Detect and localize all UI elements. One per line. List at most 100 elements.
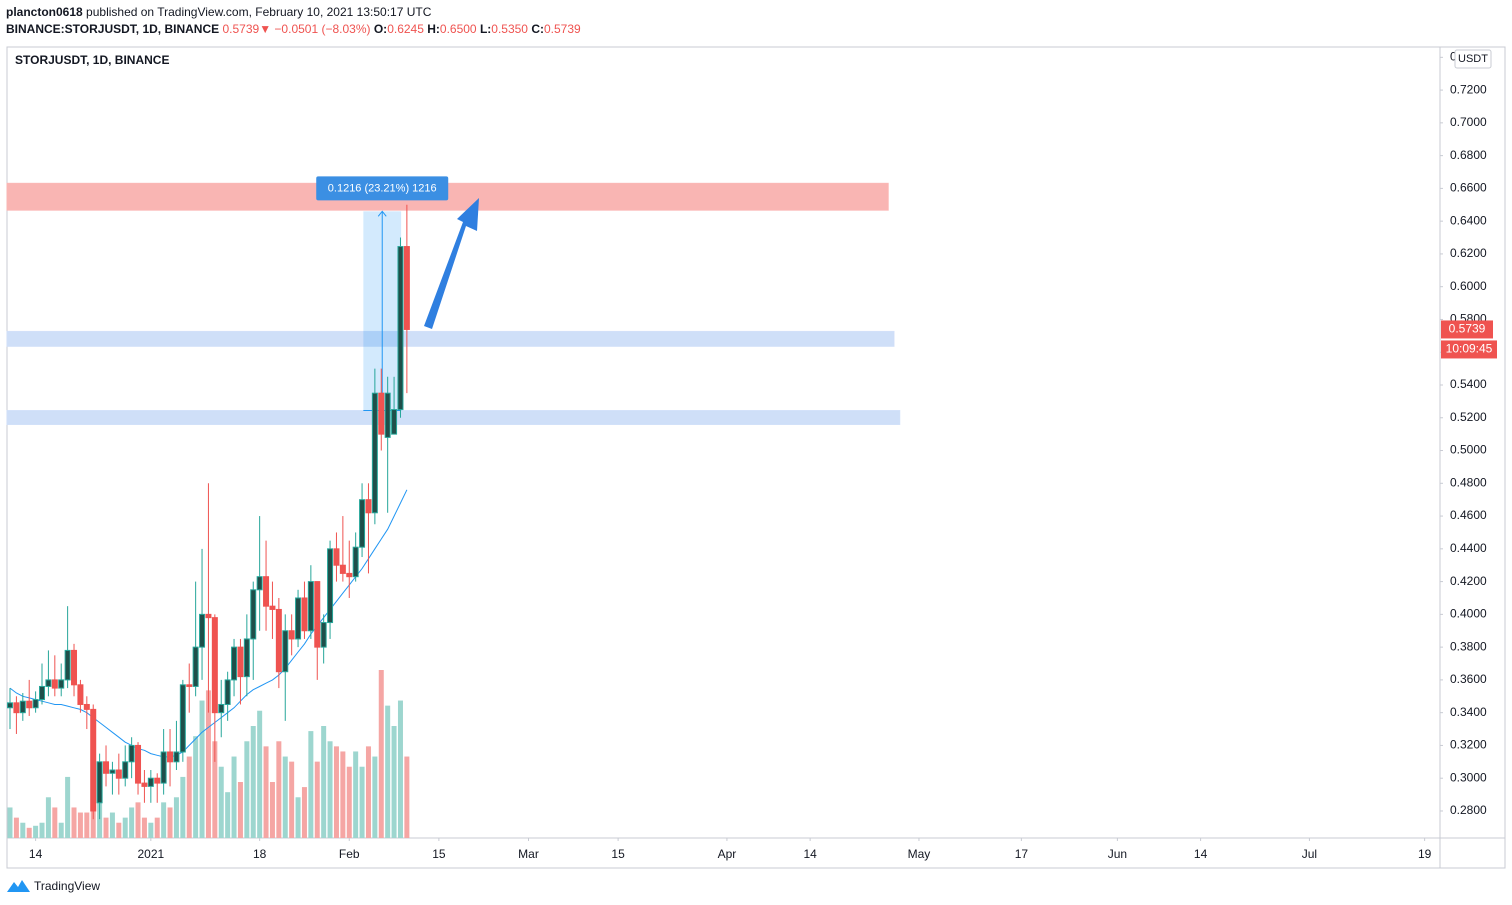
volume-bar xyxy=(346,766,352,838)
volume-bar xyxy=(65,776,71,838)
candle-body xyxy=(301,597,308,632)
volume-bar xyxy=(193,736,199,838)
volume-bar xyxy=(173,797,179,838)
candle-body xyxy=(64,649,71,681)
candle-body xyxy=(7,702,14,709)
x-tick-label: 15 xyxy=(611,847,625,861)
moving-average xyxy=(9,489,408,758)
candle-body xyxy=(147,777,154,787)
publish-line: plancton0618 published on TradingView.co… xyxy=(6,4,581,21)
candle-body xyxy=(32,699,39,709)
y-tick-label: 0.5200 xyxy=(1450,410,1487,424)
candle-body xyxy=(122,761,129,779)
currency-box xyxy=(1454,49,1492,69)
logo-icon xyxy=(7,880,30,892)
candle-body xyxy=(103,761,110,774)
volume-bar xyxy=(391,726,397,838)
volume-bar xyxy=(71,807,77,838)
ohlc-value: 0.5739 xyxy=(544,22,581,36)
author: plancton0618 xyxy=(6,5,83,19)
candle-body xyxy=(346,572,353,578)
candle-body xyxy=(391,409,398,435)
candle-body xyxy=(339,564,346,574)
volume-bar xyxy=(301,787,307,838)
ohlc-key: H: xyxy=(427,22,440,36)
volume-bar xyxy=(52,807,58,838)
candle-body xyxy=(237,646,244,678)
volume-bar xyxy=(26,827,32,838)
volume-bar xyxy=(103,817,109,838)
y-tick-label: 0.2800 xyxy=(1450,803,1487,817)
ohlc-key: C: xyxy=(531,22,544,36)
volume-bar xyxy=(84,812,90,838)
volume-bar xyxy=(109,812,115,838)
y-tick-label: 0.3600 xyxy=(1450,672,1487,686)
volume-bar xyxy=(359,766,365,838)
volume-bar xyxy=(385,705,391,838)
candle-body xyxy=(295,597,302,640)
volume-bar xyxy=(186,756,192,838)
currency: USDT xyxy=(1458,53,1488,65)
candle-body xyxy=(231,646,238,681)
volume-bar xyxy=(122,817,128,838)
x-tick-label: May xyxy=(908,847,931,861)
countdown: 10:09:45 xyxy=(1446,342,1493,356)
volume-bar xyxy=(327,741,333,838)
last-price: 0.5739 xyxy=(1449,322,1486,336)
candle-body xyxy=(218,703,225,714)
candle-body xyxy=(167,751,174,763)
candle-body xyxy=(192,646,199,687)
last-price-box xyxy=(1441,320,1493,339)
volume-bar xyxy=(45,797,51,838)
candle-body xyxy=(19,700,26,714)
candle-body xyxy=(224,679,231,705)
volume-bar xyxy=(308,731,314,838)
y-tick-label: 0.3200 xyxy=(1450,738,1487,752)
volume-bar xyxy=(218,766,224,838)
x-tick-label: 14 xyxy=(803,847,817,861)
ohlc-key: O: xyxy=(373,22,388,36)
y-tick-label: 0.6800 xyxy=(1450,148,1487,162)
candle-body xyxy=(179,684,186,753)
volume-bar xyxy=(269,782,275,838)
measure-label-box xyxy=(316,176,449,201)
y-tick-label: 0.4600 xyxy=(1450,508,1487,522)
volume-bar xyxy=(372,756,378,838)
candle-body xyxy=(141,782,148,787)
candle-body xyxy=(115,769,122,779)
candle-body xyxy=(320,622,327,648)
candle-body xyxy=(109,769,116,774)
candle-body xyxy=(154,777,161,784)
x-tick-label: 14 xyxy=(29,847,43,861)
ohlc-value: 0.6245 xyxy=(387,22,424,36)
volume-bar xyxy=(33,825,39,838)
volume-bar xyxy=(333,746,339,838)
candle-body xyxy=(263,576,270,607)
x-tick-label: 17 xyxy=(1015,847,1029,861)
y-tick-label: 0.6600 xyxy=(1450,181,1487,195)
candle-body xyxy=(314,581,321,648)
volume-bar xyxy=(199,700,205,838)
x-tick-label: 15 xyxy=(432,847,446,861)
volume-bar xyxy=(404,756,410,838)
y-tick-label: 0.4200 xyxy=(1450,574,1487,588)
brand: TradingView xyxy=(34,879,100,893)
y-tick-label: 0.4000 xyxy=(1450,607,1487,621)
y-tick-label: 0.3400 xyxy=(1450,705,1487,719)
candle-body xyxy=(243,638,250,678)
candle-body xyxy=(71,649,78,686)
candle-body xyxy=(58,679,65,689)
candle-body xyxy=(205,613,212,619)
candle-body xyxy=(135,744,142,784)
volume-bar xyxy=(244,741,250,838)
ohlc-key: L: xyxy=(479,22,492,36)
volume-bar xyxy=(141,817,147,838)
frame xyxy=(6,46,1506,869)
x-tick-label: Feb xyxy=(339,847,360,861)
volume-bar xyxy=(7,807,13,838)
volume-bar xyxy=(77,812,83,838)
volume-bar xyxy=(97,802,103,838)
x-tick-label: Mar xyxy=(518,847,539,861)
candle-body xyxy=(77,684,84,705)
candle-body xyxy=(186,684,193,687)
